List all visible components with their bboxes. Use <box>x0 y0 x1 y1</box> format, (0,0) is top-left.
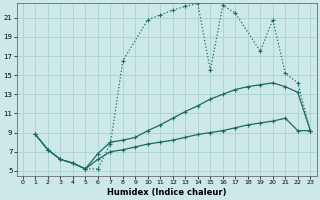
X-axis label: Humidex (Indice chaleur): Humidex (Indice chaleur) <box>107 188 226 197</box>
